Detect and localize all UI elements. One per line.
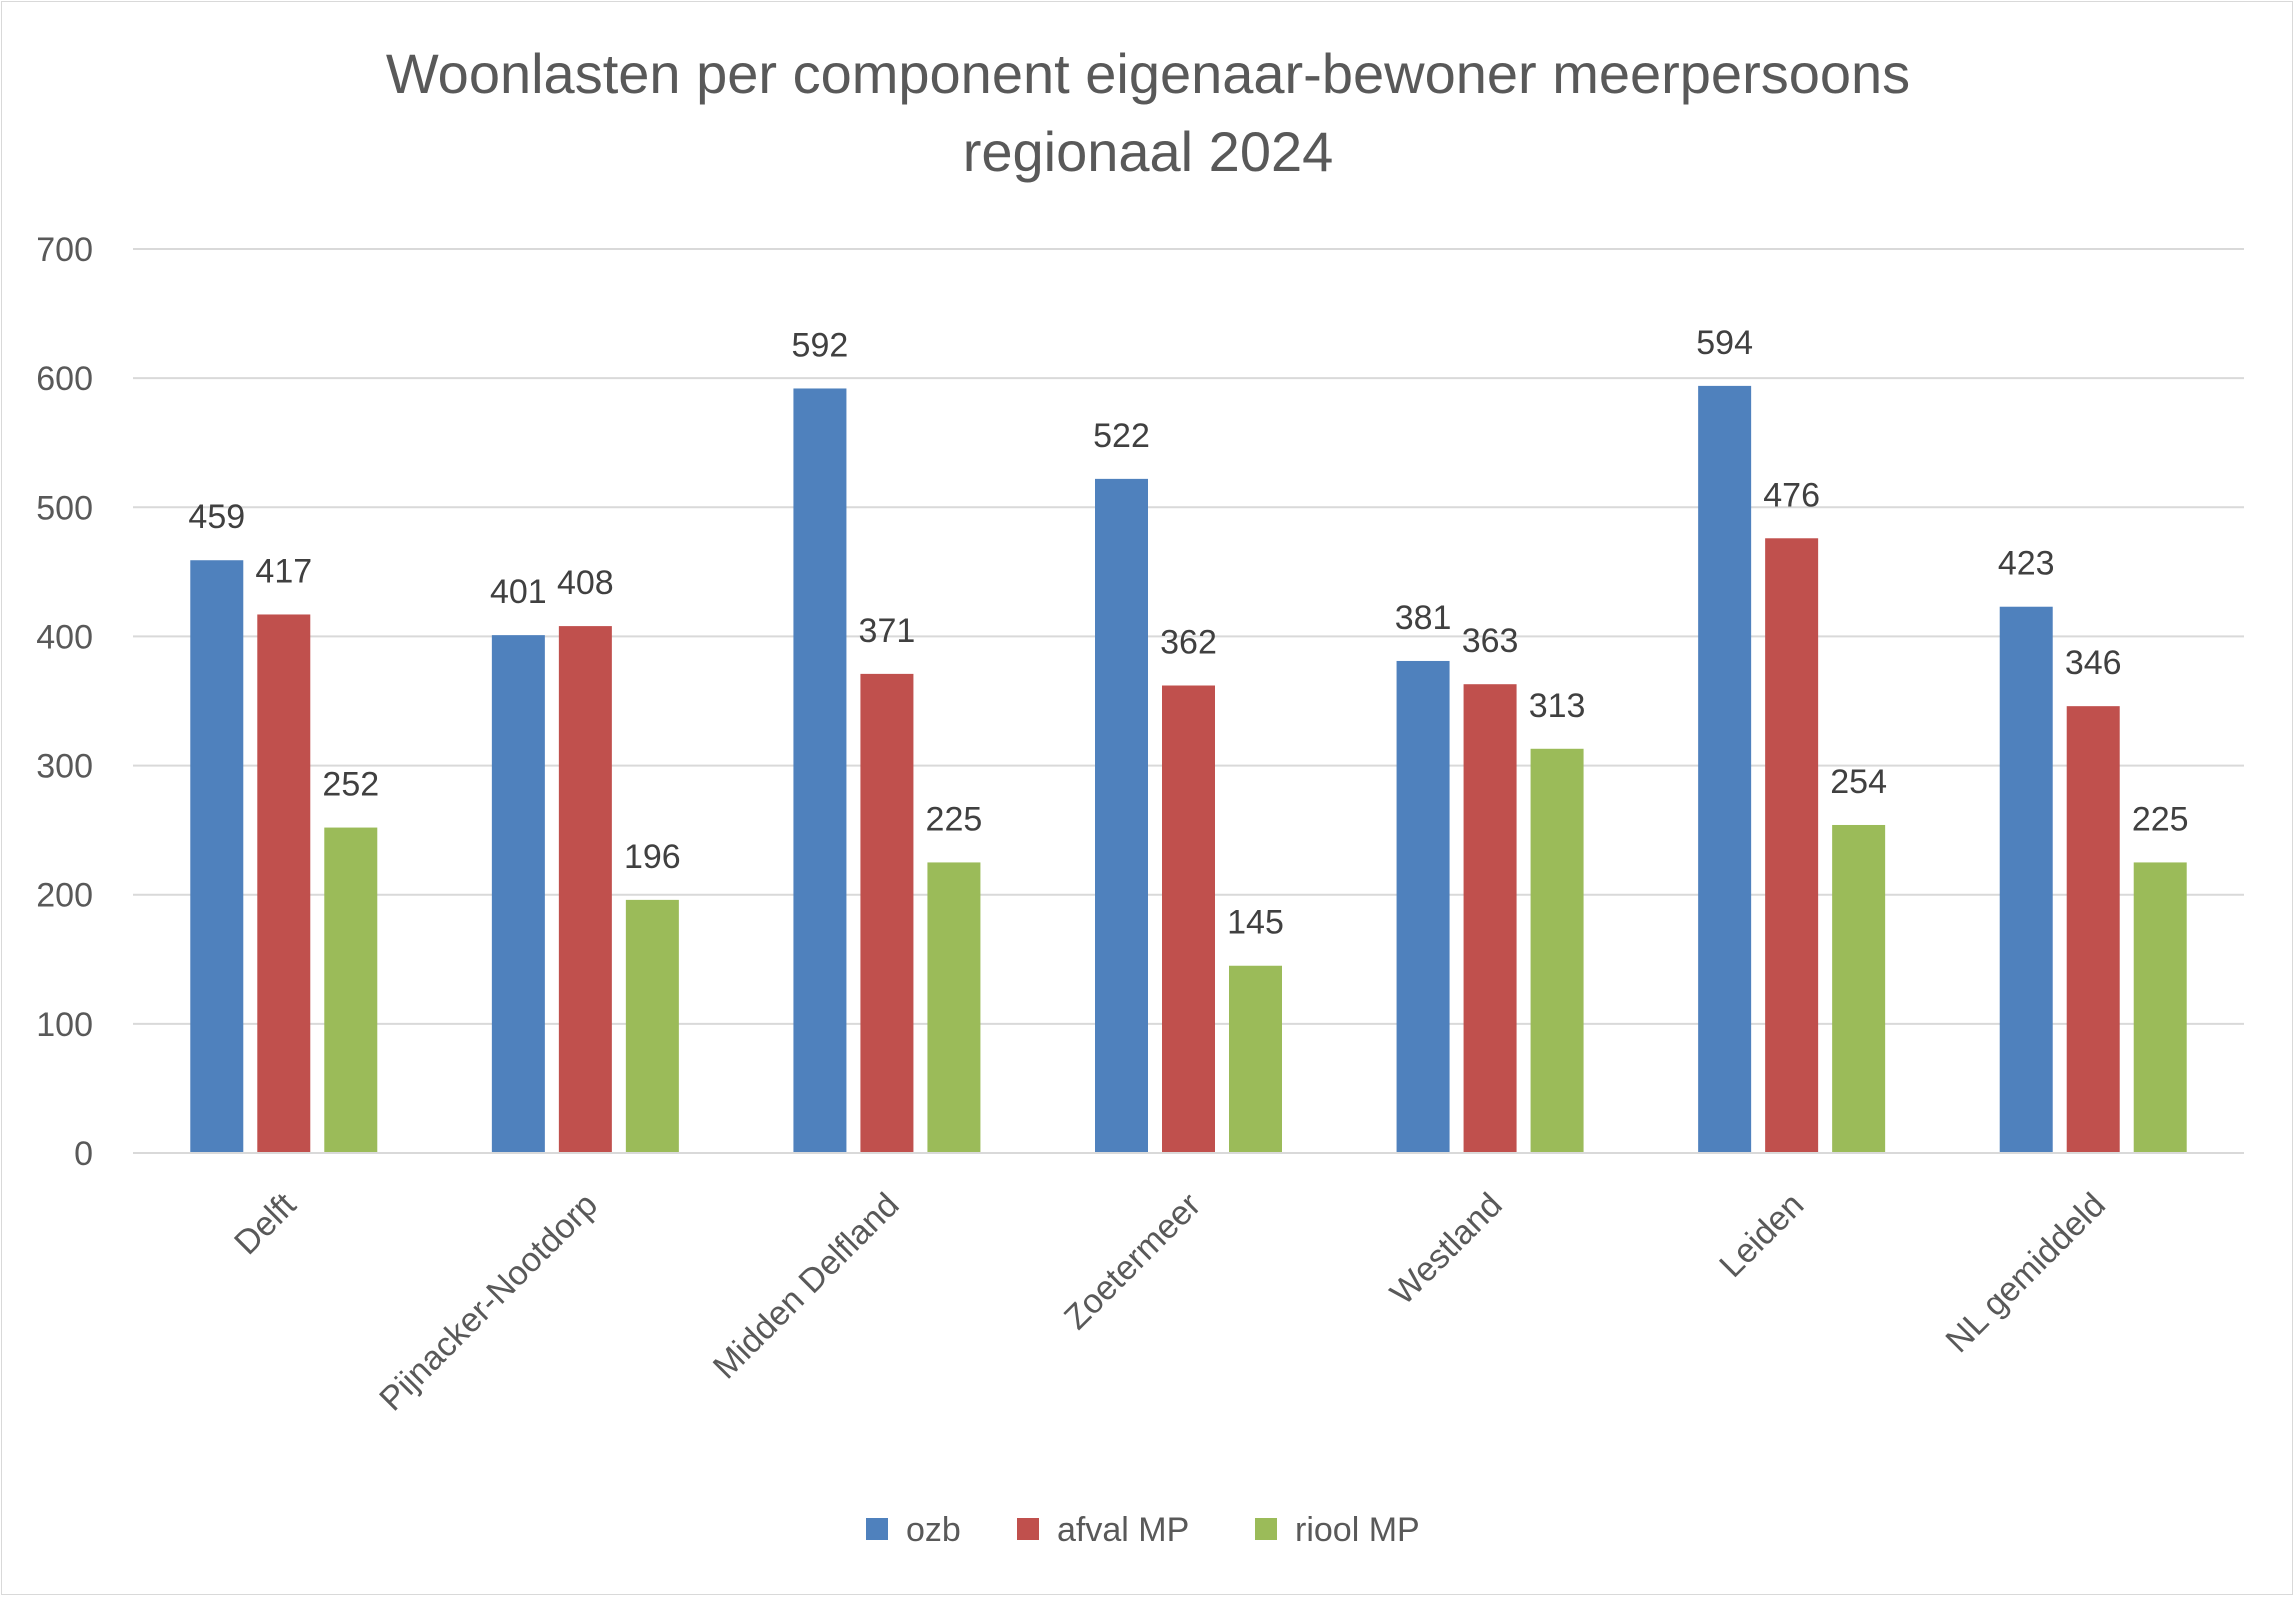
data-labels: 459 401 592 522 381 594 423 417 408 371 362 363 476 3… [188, 324, 2188, 942]
y-tick-label: 200 [36, 877, 93, 915]
y-axis: 0 100 200 300 400 500 600 700 [36, 231, 93, 1173]
data-label: 346 [2065, 644, 2122, 682]
legend-swatch-afval-mp [1017, 1518, 1039, 1540]
bar-ozb [190, 560, 244, 1153]
legend: ozb afval MP riool MP [866, 1511, 1420, 1549]
bar-afval-mp [1162, 685, 1215, 1153]
bar-riool-mp [625, 899, 679, 1153]
bar-afval-mp [860, 673, 914, 1153]
data-label: 459 [188, 498, 245, 536]
data-label: 145 [1227, 904, 1284, 942]
y-tick-label: 300 [36, 748, 93, 786]
x-category-label: Westland [1383, 1186, 1510, 1313]
data-label: 522 [1093, 417, 1150, 455]
x-category-label: NL gemiddeld [1939, 1186, 2113, 1360]
data-label: 252 [322, 766, 379, 804]
legend-label: riool MP [1295, 1511, 1420, 1549]
x-category-label: Zoetermeer [1057, 1186, 1208, 1337]
bar-ozb [1095, 478, 1148, 1154]
x-axis: Delft Pijnacker-Nootdorp Midden Delfland Zo… [133, 1152, 2244, 1419]
bar-riool-mp [1530, 748, 1584, 1153]
y-tick-label: 100 [36, 1006, 93, 1044]
data-label: 408 [557, 564, 614, 602]
data-label: 423 [1998, 545, 2055, 583]
data-label: 313 [1529, 687, 1586, 725]
bar-ozb [491, 635, 545, 1153]
legend-swatch-ozb [866, 1518, 888, 1540]
bar-riool-mp [1832, 824, 1886, 1153]
legend-label: afval MP [1057, 1511, 1189, 1549]
data-label: 476 [1763, 476, 1820, 514]
data-label: 225 [926, 800, 983, 838]
data-label: 363 [1462, 622, 1519, 660]
data-label: 254 [1830, 763, 1887, 801]
bars [190, 385, 2187, 1154]
data-label: 417 [255, 552, 312, 590]
data-label: 196 [624, 838, 681, 876]
x-category-label: Delft [227, 1185, 304, 1262]
bar-riool-mp [927, 862, 981, 1153]
data-label: 371 [859, 612, 916, 650]
x-category-label: Midden Delfland [706, 1186, 907, 1387]
data-label: 401 [490, 573, 547, 611]
data-label: 362 [1160, 624, 1217, 662]
x-category-label: Pijnacker-Nootdorp [372, 1186, 605, 1419]
y-tick-label: 0 [74, 1135, 93, 1173]
x-category-label: Leiden [1712, 1186, 1811, 1285]
bar-afval-mp [1463, 684, 1517, 1153]
chart-title-line-2: regionaal 2024 [963, 120, 1334, 183]
chart-title: Woonlasten per component eigenaar-bewone… [386, 42, 1910, 183]
data-label: 594 [1696, 324, 1753, 362]
y-tick-label: 500 [36, 489, 93, 527]
y-tick-label: 400 [36, 618, 93, 656]
data-label: 225 [2132, 800, 2189, 838]
data-label: 592 [792, 326, 849, 364]
chart-title-line-1: Woonlasten per component eigenaar-bewone… [386, 42, 1910, 105]
legend-swatch-riool-mp [1255, 1518, 1277, 1540]
bar-ozb [793, 388, 847, 1154]
bar-ozb [1396, 660, 1450, 1153]
bar-ozb [1698, 385, 1752, 1153]
bar-afval-mp [2066, 706, 2120, 1153]
bar-riool-mp [1229, 965, 1282, 1153]
bar-afval-mp [257, 614, 311, 1153]
y-tick-label: 700 [36, 231, 93, 269]
bar-riool-mp [2133, 862, 2187, 1153]
bar-afval-mp [1765, 538, 1819, 1153]
legend-label: ozb [906, 1511, 961, 1549]
bar-ozb [1999, 606, 2053, 1153]
bar-afval-mp [558, 626, 612, 1153]
bar-riool-mp [324, 827, 378, 1153]
data-label: 381 [1395, 599, 1452, 637]
y-tick-label: 600 [36, 360, 93, 398]
